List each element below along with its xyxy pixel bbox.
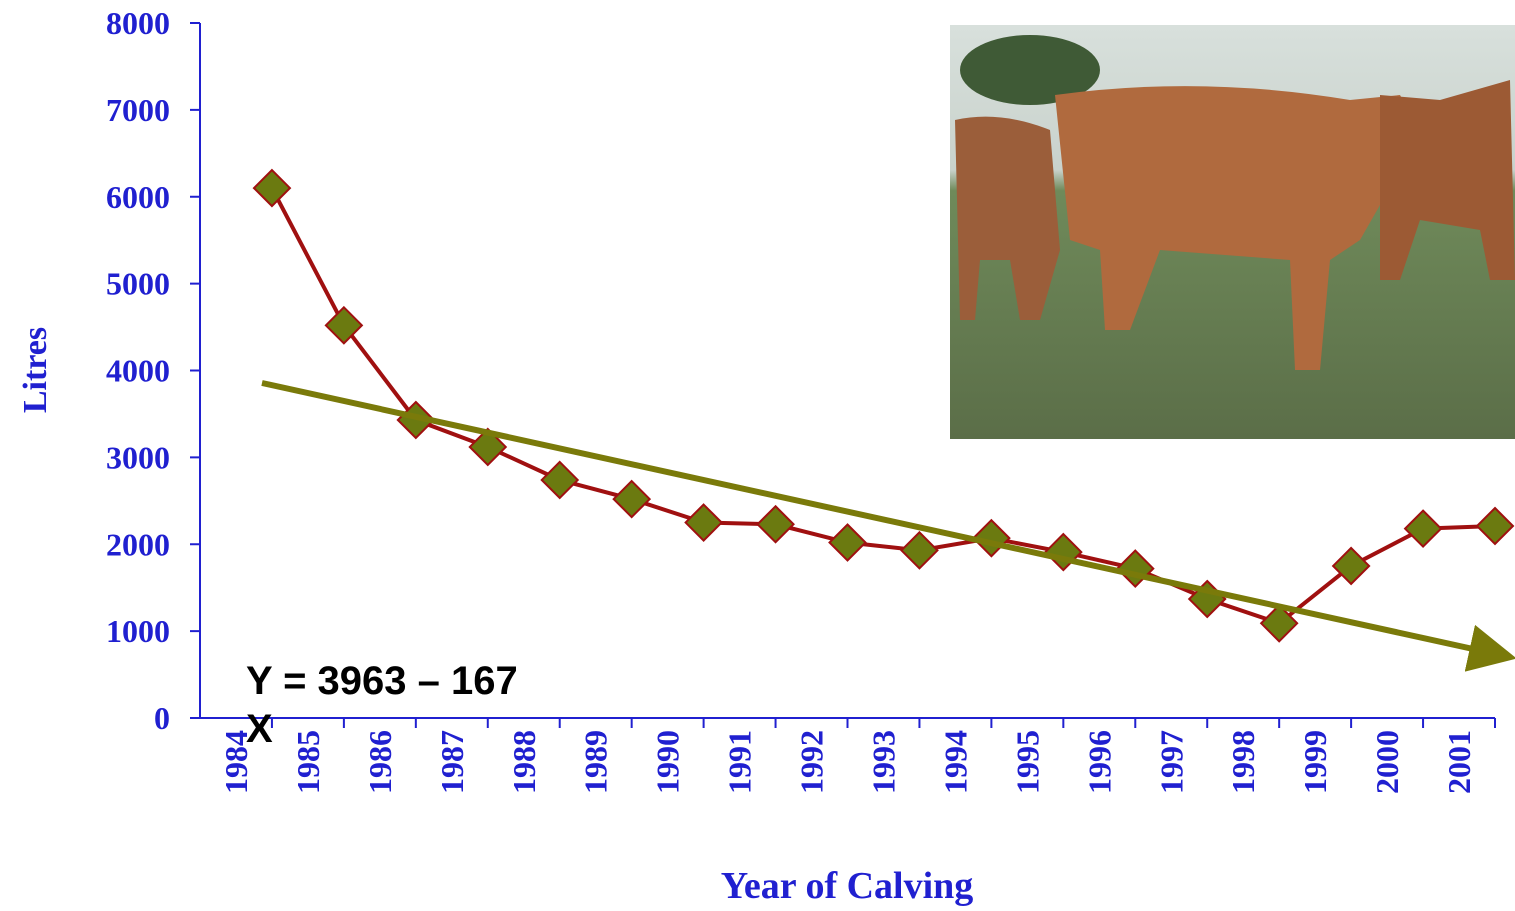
y-tick-label: 5000 <box>106 266 170 302</box>
x-tick-label: 2001 <box>1441 730 1477 794</box>
y-tick-label: 0 <box>154 700 170 736</box>
marker <box>324 305 364 345</box>
x-tick-label: 1987 <box>434 730 470 794</box>
x-tick-label: 1985 <box>290 730 326 794</box>
marker <box>828 523 867 562</box>
marker <box>1331 546 1371 586</box>
marker <box>1115 549 1155 588</box>
x-tick-label: 1996 <box>1081 730 1117 794</box>
annotation: Y = 3963 – 167 X <box>246 659 518 751</box>
y-tick-label: 2000 <box>106 526 170 562</box>
marker <box>1403 509 1443 549</box>
trend-arrow <box>261 380 1515 672</box>
x-tick-label: 2000 <box>1369 730 1405 794</box>
marker <box>1475 506 1515 546</box>
marker <box>971 518 1011 558</box>
marker <box>612 479 652 519</box>
marker <box>900 530 939 570</box>
x-tick-label: 1994 <box>937 730 973 794</box>
x-tick-label: 1989 <box>578 730 614 794</box>
marker <box>252 168 292 208</box>
x-tick-label: 1995 <box>1009 730 1045 794</box>
marker <box>1259 603 1299 643</box>
x-tick-label: 1988 <box>506 730 542 794</box>
marker <box>468 427 508 467</box>
x-axis-label: Year of Calving <box>721 865 974 907</box>
x-tick-label: 1990 <box>650 730 686 794</box>
x-tick-label: 1999 <box>1297 730 1333 794</box>
x-tick-label: 1984 <box>218 730 254 794</box>
y-tick-label: 4000 <box>106 353 170 389</box>
x-tick-label: 1993 <box>865 730 901 794</box>
y-tick-label: 7000 <box>106 92 170 128</box>
marker <box>756 504 795 544</box>
x-tick-label: 1998 <box>1225 730 1261 794</box>
x-tick-label: 1991 <box>722 730 758 794</box>
x-tick-label: 1986 <box>362 730 398 794</box>
y-tick-label: 6000 <box>106 179 170 215</box>
y-tick-label: 3000 <box>106 439 170 475</box>
photo <box>950 25 1515 439</box>
y-tick-label: 1000 <box>106 613 170 649</box>
marker <box>684 503 724 542</box>
x-tick-label: 1992 <box>794 730 830 794</box>
marker <box>540 460 580 500</box>
y-tick-label: 8000 <box>106 5 170 41</box>
y-axis-label: Litres <box>17 327 54 413</box>
x-tick-label: 1997 <box>1153 730 1189 794</box>
